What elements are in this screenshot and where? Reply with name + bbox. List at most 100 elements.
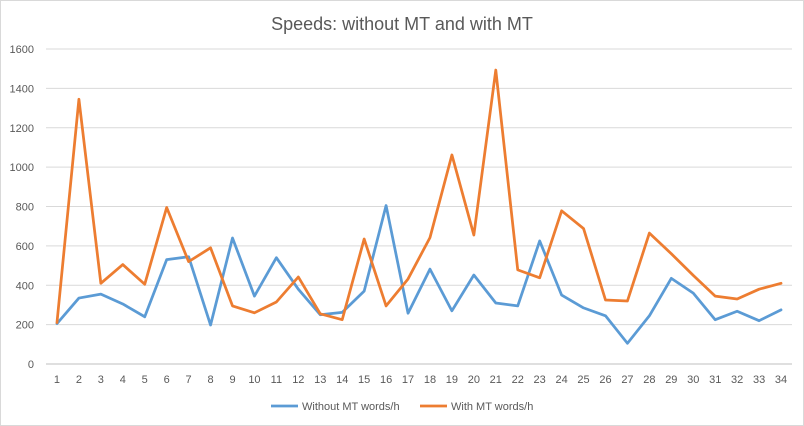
series-line-with-mt bbox=[55, 68, 783, 325]
data-point bbox=[165, 206, 167, 208]
data-point bbox=[122, 303, 124, 305]
data-point bbox=[209, 324, 211, 326]
data-point bbox=[495, 302, 497, 304]
x-tick-label: 22 bbox=[512, 374, 524, 386]
x-tick-label: 17 bbox=[402, 374, 414, 386]
data-point bbox=[582, 227, 584, 229]
data-point bbox=[231, 237, 233, 239]
data-point bbox=[429, 236, 431, 238]
y-axis-ticks: 0 200 400 600 800 1000 1200 1400 1600 bbox=[10, 44, 34, 371]
data-point bbox=[100, 282, 102, 284]
x-tick-label: 7 bbox=[186, 374, 192, 386]
x-tick-label: 20 bbox=[468, 374, 480, 386]
data-point bbox=[758, 288, 760, 290]
data-point bbox=[736, 298, 738, 300]
x-tick-label: 12 bbox=[292, 374, 304, 386]
x-tick-label: 23 bbox=[534, 374, 546, 386]
data-point bbox=[692, 274, 694, 276]
y-tick-label: 400 bbox=[16, 280, 34, 292]
legend-label: Without MT words/h bbox=[302, 401, 400, 413]
data-point bbox=[144, 316, 146, 318]
data-point bbox=[319, 313, 321, 315]
legend: Without MT words/h With MT words/h bbox=[271, 401, 533, 413]
x-tick-label: 24 bbox=[555, 374, 567, 386]
data-point bbox=[385, 305, 387, 307]
data-point bbox=[648, 232, 650, 234]
data-point bbox=[407, 278, 409, 280]
data-point bbox=[231, 305, 233, 307]
data-point bbox=[78, 98, 80, 100]
x-tick-label: 9 bbox=[229, 374, 235, 386]
legend-label: With MT words/h bbox=[451, 401, 533, 413]
data-point bbox=[78, 297, 80, 299]
data-point bbox=[187, 260, 189, 262]
x-tick-label: 15 bbox=[358, 374, 370, 386]
data-point bbox=[363, 238, 365, 240]
x-tick-label: 34 bbox=[775, 374, 787, 386]
data-point bbox=[451, 154, 453, 156]
x-tick-label: 4 bbox=[120, 374, 126, 386]
y-tick-label: 1200 bbox=[10, 123, 34, 135]
data-point bbox=[451, 310, 453, 312]
y-tick-label: 1400 bbox=[10, 83, 34, 95]
data-point bbox=[626, 300, 628, 302]
chart-title: Speeds: without MT and with MT bbox=[271, 14, 533, 34]
data-point bbox=[297, 288, 299, 290]
data-point bbox=[363, 290, 365, 292]
x-tick-label: 14 bbox=[336, 374, 348, 386]
data-point bbox=[714, 319, 716, 321]
x-tick-label: 32 bbox=[731, 374, 743, 386]
data-point bbox=[122, 263, 124, 265]
data-point bbox=[538, 240, 540, 242]
data-point bbox=[538, 277, 540, 279]
data-point bbox=[780, 309, 782, 311]
x-tick-label: 5 bbox=[142, 374, 148, 386]
data-point bbox=[429, 268, 431, 270]
x-tick-label: 13 bbox=[314, 374, 326, 386]
x-tick-label: 3 bbox=[98, 374, 104, 386]
y-tick-label: 800 bbox=[16, 202, 34, 214]
x-tick-label: 28 bbox=[643, 374, 655, 386]
data-point bbox=[560, 210, 562, 212]
y-tick-label: 1000 bbox=[10, 162, 34, 174]
data-point bbox=[714, 295, 716, 297]
data-point bbox=[648, 315, 650, 317]
data-point bbox=[758, 319, 760, 321]
data-point bbox=[341, 319, 343, 321]
data-point bbox=[604, 315, 606, 317]
x-tick-label: 30 bbox=[687, 374, 699, 386]
x-tick-label: 33 bbox=[753, 374, 765, 386]
data-point bbox=[144, 283, 146, 285]
data-point bbox=[517, 305, 519, 307]
data-point bbox=[407, 312, 409, 314]
data-point bbox=[780, 282, 782, 284]
data-point bbox=[275, 301, 277, 303]
y-tick-label: 0 bbox=[28, 359, 34, 371]
data-point bbox=[670, 253, 672, 255]
data-point bbox=[209, 247, 211, 249]
y-tick-label: 600 bbox=[16, 241, 34, 253]
x-tick-label: 16 bbox=[380, 374, 392, 386]
data-point bbox=[473, 274, 475, 276]
data-point bbox=[253, 295, 255, 297]
data-point bbox=[473, 234, 475, 236]
x-tick-label: 6 bbox=[164, 374, 170, 386]
series-lines bbox=[55, 68, 783, 345]
x-tick-label: 19 bbox=[446, 374, 458, 386]
data-point bbox=[385, 204, 387, 206]
x-tick-label: 10 bbox=[248, 374, 260, 386]
data-point bbox=[495, 69, 497, 71]
x-tick-label: 25 bbox=[577, 374, 589, 386]
data-point bbox=[100, 293, 102, 295]
data-point bbox=[670, 277, 672, 279]
x-tick-label: 11 bbox=[271, 374, 282, 386]
x-tick-label: 31 bbox=[709, 374, 721, 386]
gridlines bbox=[46, 48, 792, 365]
x-axis-ticks: 1 2 3 4 5 6 7 8 9 10 11 12 13 14 15 16 17 18 19 20 21 22 23 24 2… bbox=[54, 374, 787, 386]
series-line-without-mt bbox=[55, 204, 783, 345]
data-point bbox=[253, 312, 255, 314]
data-point bbox=[604, 299, 606, 301]
x-tick-label: 26 bbox=[599, 374, 611, 386]
data-point bbox=[560, 294, 562, 296]
